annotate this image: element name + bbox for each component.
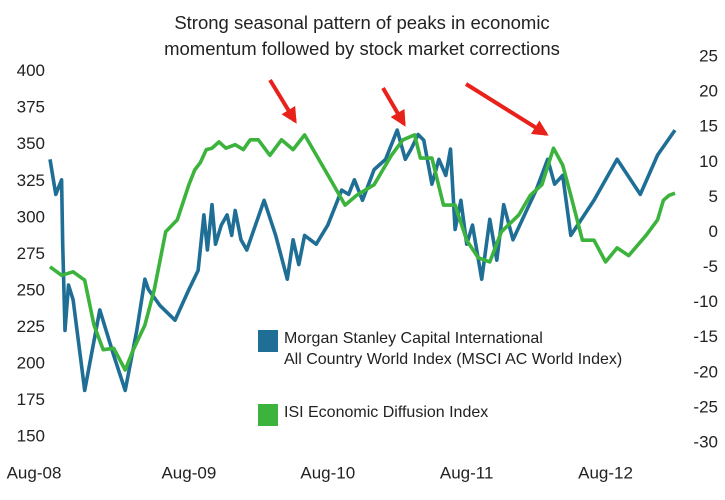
y2-tick-label: 20 <box>699 82 718 101</box>
y2-tick-label: -30 <box>693 432 718 451</box>
y-tick-label: 275 <box>17 244 45 263</box>
y2-tick-label: 15 <box>699 117 718 136</box>
y-tick-label: 200 <box>17 354 45 373</box>
x-tick-label: Aug-08 <box>7 463 62 482</box>
legend-label: All Country World Index (MSCI AC World I… <box>284 351 622 368</box>
x-tick-label: Aug-09 <box>161 463 216 482</box>
y-tick-label: 400 <box>17 61 45 80</box>
y-tick-label: 325 <box>17 171 45 190</box>
y2-tick-label: -10 <box>693 292 718 311</box>
y2-tick-label: 10 <box>699 152 718 171</box>
y2-tick-label: 25 <box>699 46 718 65</box>
y-tick-label: 225 <box>17 317 45 336</box>
x-tick-label: Aug-11 <box>440 463 494 482</box>
data-line <box>48 128 677 393</box>
y2-tick-label: -25 <box>693 397 718 416</box>
y-tick-label: 250 <box>17 280 45 299</box>
x-tick-label: Aug-12 <box>578 463 633 482</box>
y-tick-label: 350 <box>17 134 45 153</box>
y2-tick-label: -15 <box>693 327 718 346</box>
legend-swatch <box>258 404 278 426</box>
y2-tick-label: -20 <box>693 362 718 381</box>
x-tick-label: Aug-10 <box>300 463 355 482</box>
annotation-arrows <box>268 78 549 136</box>
y-tick-label: 175 <box>17 390 45 409</box>
data-line <box>48 133 676 372</box>
arrow <box>381 86 406 127</box>
legend-label: ISI Economic Diffusion Index <box>284 404 488 421</box>
y2-tick-label: -5 <box>703 257 718 276</box>
y2-tick-label: 0 <box>709 222 718 241</box>
legend-label: Morgan Stanley Capital International <box>284 330 543 347</box>
legend-swatch <box>258 330 278 352</box>
y-tick-label: 150 <box>17 427 45 446</box>
annotation-line: momentum followed by stock market correc… <box>164 38 560 59</box>
arrow <box>268 78 297 124</box>
y-tick-label: 300 <box>17 207 45 226</box>
y2-tick-label: 5 <box>709 187 718 206</box>
annotation-line: Strong seasonal pattern of peaks in econ… <box>174 12 549 33</box>
arrow <box>464 82 549 136</box>
y-tick-label: 375 <box>17 98 45 117</box>
